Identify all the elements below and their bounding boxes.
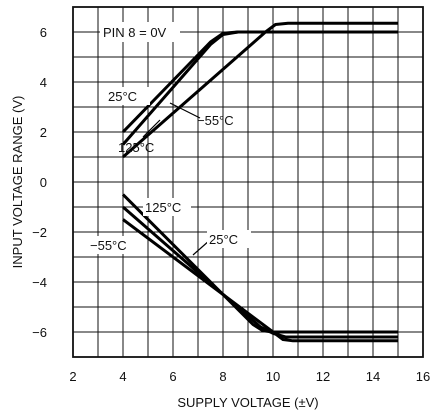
series-label-lower-125c: 125°C xyxy=(145,200,181,215)
y-tick-label: −6 xyxy=(32,325,47,340)
series-line-upper-2 xyxy=(122,21,398,159)
y-tick-label: −2 xyxy=(32,225,47,240)
series-line-lower-5 xyxy=(122,218,398,343)
series-label-upper-25c: 25°C xyxy=(108,89,137,104)
y-tick-label: 6 xyxy=(40,25,47,40)
label-backdrop-lower-125 xyxy=(143,198,191,216)
leader-upper-125 xyxy=(142,119,161,138)
y-tick-label: −4 xyxy=(32,275,47,290)
annotation-pin8: PIN 8 = 0V xyxy=(103,25,167,40)
plot-frame xyxy=(72,6,424,358)
series-label-upper-125c: 125°C xyxy=(118,140,154,155)
x-tick-label: 16 xyxy=(416,369,430,384)
x-tick-label: 10 xyxy=(266,369,280,384)
x-tick-label: 12 xyxy=(316,369,330,384)
x-tick-label: 4 xyxy=(119,369,126,384)
series-label-lower-25c: 25°C xyxy=(209,232,238,247)
series-label-upper-minus55c: −55°C xyxy=(197,113,234,128)
label-backdrop-lower-minus55 xyxy=(89,236,139,254)
x-axis-title: SUPPLY VOLTAGE (±V) xyxy=(177,395,318,410)
x-tick-label: 6 xyxy=(169,369,176,384)
x-tick-label: 8 xyxy=(219,369,226,384)
series-label-lower-minus55c: −55°C xyxy=(90,238,127,253)
y-tick-label: 2 xyxy=(40,125,47,140)
y-tick-label: 4 xyxy=(40,75,47,90)
label-backdrop-upper-25 xyxy=(106,87,150,105)
annotation-backdrop xyxy=(100,22,180,42)
y-axis-title: INPUT VOLTAGE RANGE (V) xyxy=(10,96,25,269)
x-tick-label: 14 xyxy=(366,369,380,384)
y-tick-label: 0 xyxy=(40,175,47,190)
series-line-upper-1 xyxy=(121,30,398,134)
label-backdrop-lower-25 xyxy=(207,230,251,248)
x-tick-label: 2 xyxy=(69,369,76,384)
leader-upper-minus55 xyxy=(169,102,201,119)
series-line-lower-4 xyxy=(122,205,398,339)
